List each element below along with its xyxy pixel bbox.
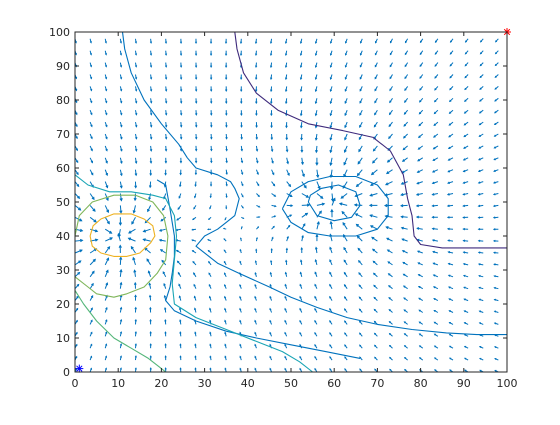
quiver-arrow bbox=[208, 229, 211, 230]
x-tick-label: 80 bbox=[414, 377, 428, 390]
y-tick-label: 10 bbox=[56, 332, 70, 345]
x-tick-label: 30 bbox=[198, 377, 212, 390]
x-tick-label: 10 bbox=[111, 377, 125, 390]
x-tick-label: 20 bbox=[154, 377, 168, 390]
y-tick-label: 90 bbox=[56, 60, 70, 73]
star-marker bbox=[75, 365, 83, 373]
y-tick-label: 70 bbox=[56, 128, 70, 141]
y-tick-label: 80 bbox=[56, 94, 70, 107]
x-tick-label: 40 bbox=[241, 377, 255, 390]
quiver-arrow bbox=[226, 205, 227, 208]
y-tick-label: 0 bbox=[63, 366, 70, 379]
x-tick-label: 70 bbox=[370, 377, 384, 390]
y-tick-label: 20 bbox=[56, 298, 70, 311]
x-tick-label: 0 bbox=[72, 377, 79, 390]
x-tick-label: 50 bbox=[284, 377, 298, 390]
y-tick-label: 40 bbox=[56, 230, 70, 243]
y-tick-label: 60 bbox=[56, 162, 70, 175]
y-tick-label: 50 bbox=[56, 196, 70, 209]
x-tick-label: 60 bbox=[327, 377, 341, 390]
x-tick-label: 100 bbox=[497, 377, 518, 390]
x-tick-label: 90 bbox=[457, 377, 471, 390]
y-tick-label: 30 bbox=[56, 264, 70, 277]
y-tick-label: 100 bbox=[49, 26, 70, 39]
